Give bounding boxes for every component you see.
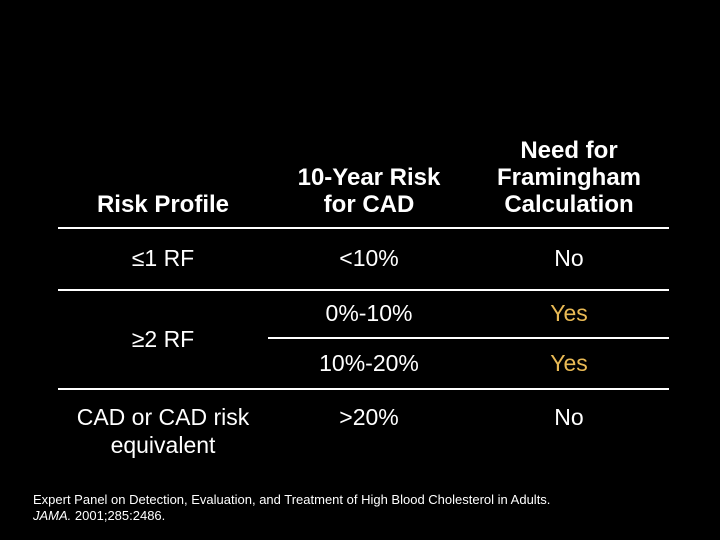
subrow-divider-rule [268,337,669,339]
header-risk-profile: Risk Profile [96,191,230,218]
row2-subrow2-need-cell: Yes [550,349,588,376]
row1-divider-rule [58,289,669,291]
citation-footer: Expert Panel on Detection, Evaluation, a… [33,492,673,524]
row3-profile-cell: CAD or CAD risk equivalent [76,404,250,458]
header-divider-rule [58,227,669,229]
row1-profile-cell: ≤1 RF [131,245,195,271]
row2-divider-rule [58,388,669,390]
row3-need-cell: No [554,404,584,430]
row1-risk-cell: <10% [339,245,399,271]
row1-need-cell: No [554,245,584,271]
row2-subrow1-need-cell: Yes [550,300,588,326]
header-10-year-risk-for-cad: 10-Year Risk for CAD [297,164,441,218]
row2-subrow2-risk-cell: 10%-20% [319,349,419,376]
header-need-for-framingham-calculation: Need for Framingham Calculation [496,137,642,218]
row2-profile-cell: ≥2 RF [131,325,195,352]
citation-detail: 2001;285:2486. [71,508,166,523]
journal-name: JAMA. [33,508,72,523]
row2-subrow1-risk-cell: 0%-10% [325,300,413,326]
citation-line1: Expert Panel on Detection, Evaluation, a… [33,492,551,507]
row3-risk-cell: >20% [339,404,399,430]
